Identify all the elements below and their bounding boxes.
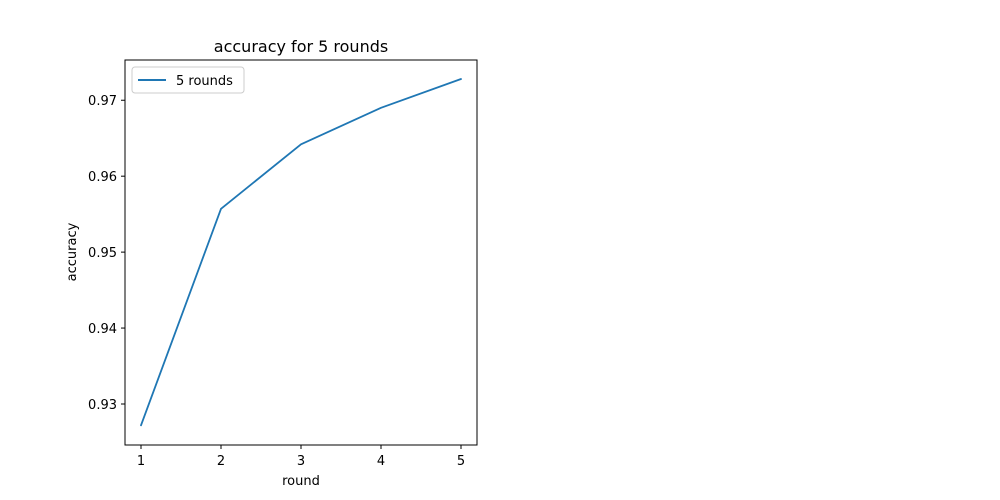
y-tick-label: 0.93: [88, 398, 117, 413]
plot-frame: [124, 59, 478, 446]
x-tick-label: 2: [217, 454, 225, 469]
series-line: [140, 78, 462, 427]
y-tick-label: 0.97: [88, 94, 117, 109]
y-axis-label: accuracy: [65, 222, 80, 281]
x-axis-label: round: [282, 474, 320, 489]
legend-label: 5 rounds: [176, 74, 233, 89]
chart-title: accuracy for 5 rounds: [214, 37, 388, 56]
y-tick-label: 0.94: [88, 322, 117, 337]
y-tick-label: 0.96: [88, 170, 117, 185]
series-layer: [140, 78, 462, 427]
x-tick-label: 3: [297, 454, 305, 469]
x-tick-label: 1: [137, 454, 145, 469]
x-tick-label: 5: [457, 454, 465, 469]
y-tick-label: 0.95: [88, 246, 117, 261]
axis-ticks: 1 2 3 4 5 0.93 0.94 0.95 0.96 0.97: [88, 94, 465, 469]
legend: 5 rounds: [131, 66, 245, 94]
x-tick-label: 4: [377, 454, 385, 469]
legend-box: [131, 66, 245, 94]
